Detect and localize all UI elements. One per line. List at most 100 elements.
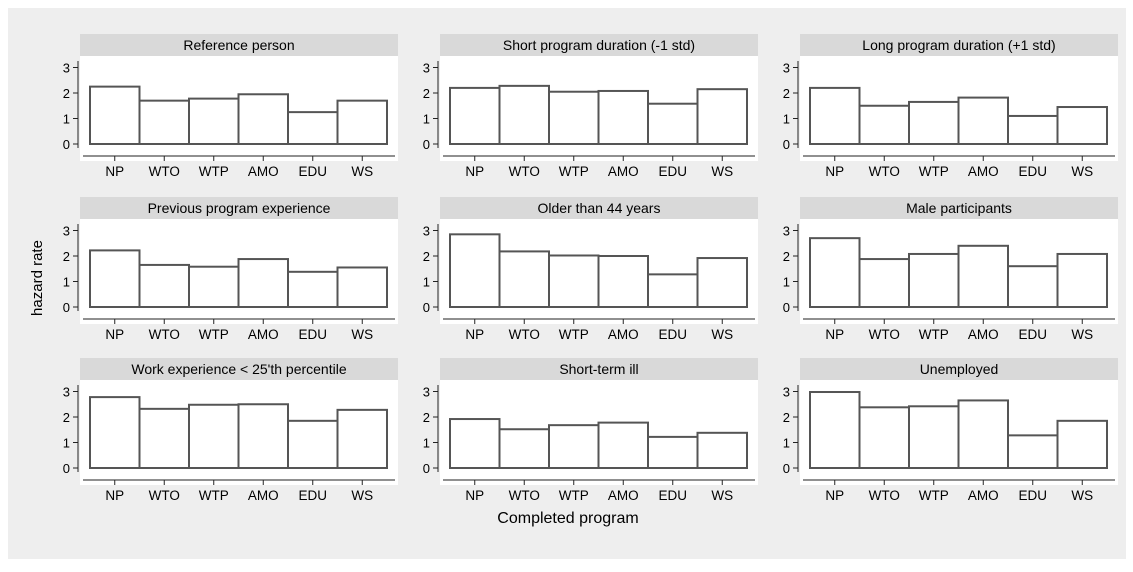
x-tick-label: WTP <box>199 488 229 503</box>
bar <box>908 252 960 309</box>
bar <box>237 403 289 469</box>
y-tick-label: 0 <box>783 461 790 476</box>
x-tick-label: WTO <box>149 164 180 179</box>
x-tick-label: EDU <box>298 164 327 179</box>
y-tick-label: 2 <box>423 410 430 425</box>
panel-title: Reference person <box>183 37 294 53</box>
bar <box>1056 419 1108 470</box>
panel: Short program duration (-1 std) 0 1 2 3 NP WTO… <box>423 34 758 179</box>
y-tick-label: 3 <box>63 61 70 76</box>
bar <box>809 237 861 308</box>
panel-title: Previous program experience <box>148 200 331 216</box>
y-tick-label: 1 <box>423 112 430 127</box>
panel: Short-term ill 0 1 2 3 NP WTO WTP AMO EDU WS <box>423 358 758 503</box>
y-tick-label: 1 <box>783 112 790 127</box>
bar <box>858 104 910 145</box>
bar <box>336 408 388 469</box>
panel-title: Work experience < 25'th percentile <box>131 361 346 377</box>
bar <box>336 99 388 145</box>
bar <box>287 111 339 145</box>
bar <box>449 86 501 145</box>
x-tick-label: WTO <box>869 488 900 503</box>
x-tick-label: WTO <box>149 327 180 342</box>
bar <box>498 428 550 469</box>
y-tick-label: 0 <box>783 137 790 152</box>
x-tick-label: WTP <box>919 327 949 342</box>
x-tick-label: EDU <box>1018 327 1047 342</box>
x-tick-label: WS <box>351 164 373 179</box>
x-tick-label: WTO <box>869 327 900 342</box>
bar <box>89 85 141 145</box>
y-tick-label: 0 <box>783 300 790 315</box>
x-tick-label: NP <box>825 327 844 342</box>
bar <box>597 421 649 469</box>
bar <box>237 93 289 145</box>
y-tick-label: 2 <box>423 86 430 101</box>
bar <box>138 99 190 145</box>
x-tick-label: WTP <box>199 327 229 342</box>
panel-header <box>800 197 1118 219</box>
y-tick-label: 3 <box>63 224 70 239</box>
panel: Work experience < 25'th percentile 0 1 2 3 NP… <box>63 358 398 503</box>
bar <box>1007 265 1059 309</box>
y-tick-label: 0 <box>63 137 70 152</box>
x-tick-label: AMO <box>968 488 999 503</box>
y-tick-label: 1 <box>783 436 790 451</box>
x-tick-label: NP <box>105 327 124 342</box>
panel-header <box>800 358 1118 380</box>
bar <box>449 418 501 470</box>
y-tick-label: 0 <box>63 461 70 476</box>
x-tick-label: WS <box>711 327 733 342</box>
x-tick-label: WTP <box>559 327 589 342</box>
bar <box>498 84 550 145</box>
bar <box>908 405 960 470</box>
x-tick-label: WS <box>1071 488 1093 503</box>
x-tick-label: EDU <box>658 488 687 503</box>
y-tick-label: 1 <box>423 275 430 290</box>
x-tick-label: WTO <box>509 488 540 503</box>
x-tick-label: EDU <box>298 488 327 503</box>
x-tick-label: AMO <box>248 488 279 503</box>
x-tick-label: WTP <box>199 164 229 179</box>
x-tick-label: NP <box>105 164 124 179</box>
panel-header <box>80 358 398 380</box>
x-tick-label: EDU <box>298 327 327 342</box>
y-tick-label: 3 <box>423 61 430 76</box>
x-tick-label: WS <box>711 488 733 503</box>
x-tick-label: WS <box>351 488 373 503</box>
x-tick-label: WTP <box>559 164 589 179</box>
bar <box>858 406 910 469</box>
panel-header <box>440 358 758 380</box>
y-tick-label: 3 <box>783 224 790 239</box>
x-tick-label: NP <box>465 488 484 503</box>
x-tick-label: NP <box>825 164 844 179</box>
x-tick-label: NP <box>825 488 844 503</box>
y-axis-label: hazard rate <box>29 240 46 316</box>
bar <box>858 258 910 308</box>
panel: Previous program experience 0 1 2 3 NP WTO WTP A… <box>63 197 398 342</box>
panel-header <box>440 197 758 219</box>
x-tick-label: WS <box>1071 164 1093 179</box>
x-tick-label: WTO <box>149 488 180 503</box>
x-axis-label: Completed program <box>497 510 638 527</box>
y-tick-label: 2 <box>783 249 790 264</box>
bar <box>548 90 600 145</box>
x-tick-label: WS <box>351 327 373 342</box>
bar <box>696 88 748 146</box>
bar <box>498 250 550 309</box>
x-tick-label: WTP <box>919 488 949 503</box>
x-tick-label: WTP <box>559 488 589 503</box>
bar <box>89 396 141 469</box>
x-tick-label: EDU <box>658 327 687 342</box>
bar <box>237 258 289 308</box>
y-tick-label: 0 <box>63 300 70 315</box>
x-tick-label: NP <box>105 488 124 503</box>
y-tick-label: 0 <box>423 300 430 315</box>
panel-header <box>440 34 758 56</box>
panel-title: Male participants <box>906 200 1012 216</box>
bar <box>809 86 861 145</box>
x-tick-label: AMO <box>608 327 639 342</box>
panel-title: Long program duration (+1 std) <box>862 37 1055 53</box>
